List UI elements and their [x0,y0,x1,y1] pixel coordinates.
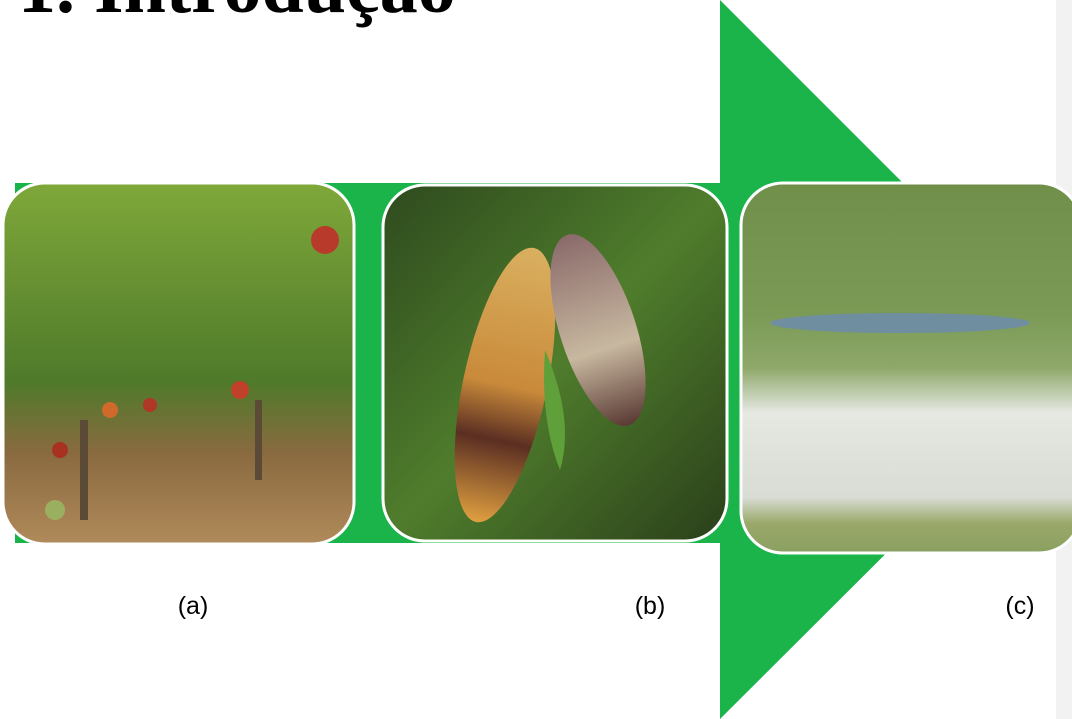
caption: (c) [1005,592,1034,620]
caption: (b) [635,592,666,620]
slide-title: 1. Introdução [18,0,456,29]
slide: 1. Introdução (a) (b) (c) [0,0,1072,719]
photo-a [3,183,354,544]
photo-c [741,183,1072,553]
photo-b [383,185,727,541]
caption: (a) [178,592,209,620]
